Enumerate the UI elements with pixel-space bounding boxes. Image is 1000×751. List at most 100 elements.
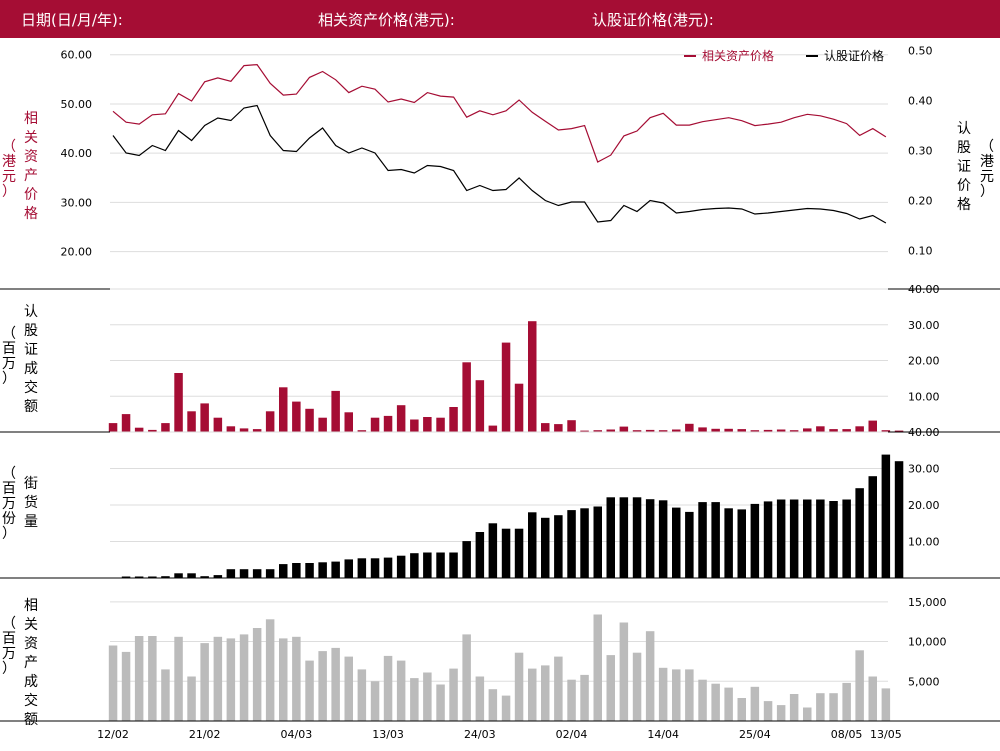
underlying-turnover-axis-title-char: 成 xyxy=(24,674,38,690)
outstanding-bar xyxy=(776,499,786,578)
outstanding-axis-unit: （百万份） xyxy=(2,466,16,542)
outstanding-bar xyxy=(475,532,485,578)
outstanding-bar xyxy=(488,523,498,579)
y-axis-title-left-char: 资 xyxy=(24,149,38,165)
underlying-turnover-bar xyxy=(711,683,720,721)
warrant-turnover-bar xyxy=(541,423,550,432)
underlying-turnover-bar xyxy=(685,669,694,721)
outstanding-bar xyxy=(645,499,655,578)
outstanding-bar xyxy=(803,499,812,578)
underlying-turnover-bar xyxy=(803,707,812,721)
underlying-turnover-axis-unit: （百万） xyxy=(2,616,16,677)
outstanding-bar xyxy=(292,563,301,578)
outstanding-bar xyxy=(501,528,511,578)
underlying-turnover-bar xyxy=(475,676,485,721)
y-axis-unit-left-char: ） xyxy=(2,184,16,200)
y-tick-label-right: 30.00 xyxy=(908,463,940,476)
y-tick-label-left: 20.00 xyxy=(61,246,93,259)
underlying-turnover-bar xyxy=(148,636,157,721)
warrant-chart: 20.00 30.00 40.00 50.00 60.00 0.10 0.20 0.30 0.4… xyxy=(0,45,1000,741)
y-tick-label-right: 20.00 xyxy=(908,499,940,512)
warrant-turnover-axis-unit: （百万） xyxy=(2,326,16,387)
warrant-turnover-axis-title-char: 交 xyxy=(24,379,38,396)
y-tick-label-right: 10.00 xyxy=(908,390,940,403)
underlying-turnover-bar xyxy=(541,665,550,721)
y-tick-label-right: 40.00 xyxy=(908,426,940,439)
warrant-turnover-bar xyxy=(161,423,170,432)
x-tick-label: 13/03 xyxy=(372,728,404,741)
x-tick-label: 13/05 xyxy=(870,728,902,741)
outstanding-bar xyxy=(462,541,471,578)
underlying-turnover-bar xyxy=(134,636,144,721)
underlying-turnover-bar xyxy=(357,669,367,721)
warrant-turnover-bar xyxy=(174,373,183,432)
outstanding-axis-unit-char: （ xyxy=(2,466,16,482)
underlying-turnover-bar xyxy=(213,636,223,721)
outstanding-bar xyxy=(121,576,131,578)
underlying-turnover-axis-unit-char: （ xyxy=(2,616,16,632)
outstanding-bar xyxy=(658,500,668,578)
underlying-turnover-bar xyxy=(789,694,799,721)
y-axis-title-right-char: 价 xyxy=(957,178,971,194)
underlying-turnover-bar xyxy=(108,645,118,721)
outstanding-bar xyxy=(252,569,262,578)
outstanding-bar xyxy=(279,564,288,578)
y-axis-title-right-char: 格 xyxy=(957,197,971,213)
underlying-turnover-bar xyxy=(279,638,288,721)
warrant-turnover-bar xyxy=(292,401,301,432)
y-tick-label-right: 0.30 xyxy=(908,145,933,158)
y-axis-title-left-char: 格 xyxy=(24,206,38,222)
warrant-turnover-bar xyxy=(344,412,353,432)
warrant-turnover-bar xyxy=(108,423,118,432)
underlying-turnover-bar xyxy=(265,619,275,721)
y-tick-label-right: 20.00 xyxy=(908,355,940,368)
legend-label-warrant: 认股证价格 xyxy=(824,48,884,63)
warrant-turnover-bar xyxy=(134,427,144,432)
warrant-turnover-bar xyxy=(475,380,485,432)
y-axis-title-left: 相关资产价格 xyxy=(24,111,38,222)
warrant-turnover-bar xyxy=(226,426,236,432)
underlying-turnover-bar xyxy=(881,688,891,721)
x-tick-label: 04/03 xyxy=(281,728,313,741)
underlying-turnover-bar xyxy=(462,634,471,721)
outstanding-bar xyxy=(161,576,170,578)
x-tick-label: 25/04 xyxy=(739,728,771,741)
underlying-turnover-bar xyxy=(842,682,851,721)
y-tick-label-left: 40.00 xyxy=(61,147,93,160)
warrant-turnover-axis-unit-char: ） xyxy=(2,371,16,387)
underlying-turnover-bar xyxy=(239,634,249,721)
warrant-turnover-bar xyxy=(200,403,209,432)
warrant-turnover-bar xyxy=(305,408,314,432)
y-tick-label-left: 60.00 xyxy=(61,49,93,62)
outstanding-bar xyxy=(541,517,550,578)
underlying-turnover-bar xyxy=(698,679,707,721)
outstanding-bar xyxy=(580,508,589,578)
warrant-turnover-bar xyxy=(436,417,445,432)
underlying-turnover-bar xyxy=(488,689,498,721)
outstanding-bar xyxy=(711,502,720,578)
y-tick-label-left: 50.00 xyxy=(61,98,93,111)
warrant-turnover-bar xyxy=(645,429,655,432)
underlying-turnover-bar xyxy=(200,643,209,721)
warrant-turnover-bar xyxy=(121,414,131,432)
outstanding-bar xyxy=(842,499,851,578)
warrant-turnover-bar xyxy=(619,426,629,432)
underlying-turnover-axis-title-char: 产 xyxy=(24,655,38,671)
warrant-turnover-bar xyxy=(685,423,694,432)
warrant-turnover-bar xyxy=(567,420,576,432)
underlying-turnover-bar xyxy=(121,651,131,721)
underlying-turnover-bar xyxy=(816,693,825,721)
outstanding-bar xyxy=(619,497,629,578)
outstanding-bar xyxy=(881,454,891,578)
y-tick-label-right: 10.00 xyxy=(908,536,940,549)
outstanding-bar xyxy=(318,562,327,578)
underlying-turnover-bar xyxy=(344,656,353,721)
x-tick-label: 12/02 xyxy=(97,728,129,741)
outstanding-bar xyxy=(226,569,236,578)
warrant-turnover-bar xyxy=(776,429,786,432)
underlying-turnover-bar xyxy=(252,628,262,721)
warrant-turnover-axis-title-char: 股 xyxy=(24,323,38,339)
warrant-turnover-axis-unit-char: 万 xyxy=(2,356,16,372)
